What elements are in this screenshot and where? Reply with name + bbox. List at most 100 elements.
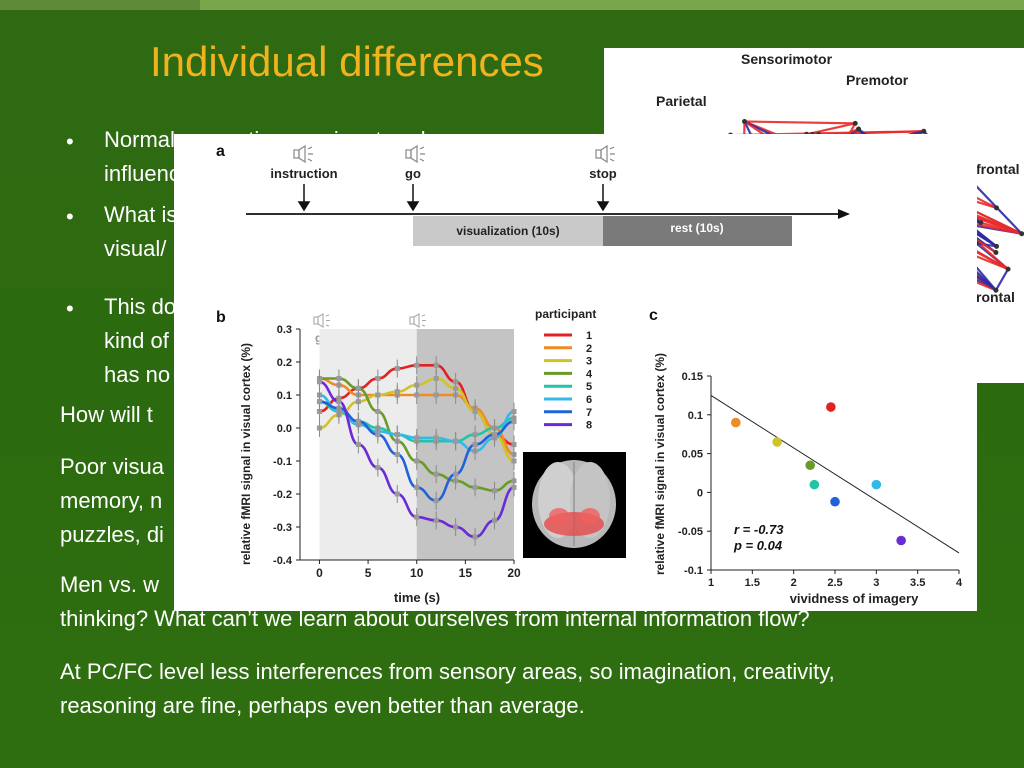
scatter-point-participant-6	[871, 479, 882, 490]
data-point	[414, 514, 420, 520]
network-label-frontal: frontal	[976, 161, 1020, 177]
speaker-icon	[313, 313, 330, 328]
data-point	[472, 442, 478, 447]
regression-line	[710, 394, 960, 554]
panel-c-x-tick-label: 1	[708, 577, 714, 589]
data-point	[355, 399, 361, 405]
panel-b-xlabel: time (s)	[394, 590, 440, 605]
panel-c-y-tick-label: -0.1	[684, 565, 703, 577]
data-point	[472, 534, 478, 540]
panel-b-y-tick-label: -0.4	[273, 555, 293, 567]
bullet-dot: •	[66, 296, 74, 321]
legend-label-1: 1	[586, 330, 592, 342]
top-accent-bar	[0, 0, 1024, 10]
legend-title: participant	[535, 307, 596, 321]
legend-label-4: 4	[586, 368, 593, 380]
data-point	[375, 376, 381, 381]
data-point	[375, 392, 381, 398]
network-node	[994, 243, 1000, 249]
data-point	[511, 484, 517, 490]
legend-label-8: 8	[586, 420, 592, 432]
network-node	[852, 120, 858, 126]
data-point	[511, 458, 517, 464]
data-point	[375, 409, 381, 414]
panel-b-x-tick-label: 10	[410, 566, 424, 580]
data-point	[433, 392, 439, 398]
bullet-3-line-1: This do	[104, 294, 177, 319]
data-point	[355, 418, 361, 424]
panel-b-y-tick-label: 0.1	[277, 390, 292, 402]
panel-c-x-tick-label: 3.5	[910, 577, 925, 589]
panel-c-x-tick-label: 3	[873, 577, 879, 589]
speaker-icon	[405, 144, 425, 164]
data-point	[336, 376, 342, 381]
network-node	[856, 126, 862, 132]
panel-b-y-tick-label: -0.1	[273, 456, 292, 468]
paragraph-2-line-1: Poor visua	[60, 454, 164, 479]
scatter-point-participant-5	[809, 479, 820, 490]
data-point	[394, 432, 400, 438]
network-node	[921, 128, 927, 134]
network-label-parietal: Parietal	[656, 93, 707, 109]
data-point	[316, 409, 322, 414]
data-point	[492, 432, 498, 438]
data-point	[472, 432, 478, 438]
data-point	[414, 435, 420, 441]
timeline-arrowhead	[838, 209, 850, 219]
legend-label-6: 6	[586, 394, 592, 406]
speaker-icon	[293, 144, 313, 164]
network-node	[978, 220, 984, 226]
panel-c-y-tick-label: 0	[697, 487, 703, 499]
network-node	[1019, 231, 1024, 237]
scatter-point-participant-1	[826, 402, 836, 412]
scatter-point-participant-2	[731, 417, 741, 428]
panel-b-y-tick-label: -0.3	[273, 522, 292, 534]
panel-c-plot: 0.15 0.1 0.05 0 -0.05 -0.1 1 1.5 2 2.5 3 3.5 4	[678, 371, 963, 589]
legend-label-3: 3	[586, 356, 592, 368]
data-point	[316, 379, 322, 385]
brain-image	[523, 452, 626, 558]
network-node	[993, 287, 999, 293]
visualization-bar-label: visualization (10s)	[456, 224, 559, 238]
data-point	[414, 362, 420, 368]
panel-c-y-tick-label: -0.05	[678, 526, 703, 538]
network-node	[742, 119, 748, 125]
data-point	[433, 376, 439, 381]
rest-bar	[603, 216, 792, 246]
fmri-figure-svg: a instruction go stop visualization (10s	[216, 143, 963, 606]
network-node	[994, 205, 1000, 211]
paragraph-1-line-1: How will t	[60, 402, 153, 427]
data-point	[355, 385, 361, 391]
bullet-dot: •	[66, 204, 74, 229]
data-point	[394, 389, 400, 395]
data-point	[492, 488, 498, 494]
correlation-r: r = -0.73	[734, 522, 784, 537]
data-point	[414, 392, 420, 398]
data-point	[394, 491, 400, 497]
panel-c-x-tick-label: 2	[791, 577, 797, 589]
data-point	[453, 524, 459, 530]
panel-c-xlabel: vividness of imagery	[790, 591, 919, 606]
data-point	[453, 385, 459, 391]
network-node	[993, 250, 999, 256]
network-label-frontal-2: rontal	[976, 289, 1015, 305]
paragraph-4-line-1: At PC/FC level less interferences from s…	[60, 659, 835, 684]
data-point	[472, 484, 478, 490]
panel-c-y-tick-label: 0.05	[682, 449, 703, 461]
bullet-3-line-3: has no	[104, 362, 171, 387]
panel-a-label: a	[216, 143, 225, 160]
panel-c-ylabel: relative fMRI signal in visual cortex (%…	[653, 353, 667, 575]
data-point	[316, 425, 322, 431]
correlation-p: p = 0.04	[733, 538, 783, 553]
scatter-point-participant-3	[772, 437, 782, 447]
data-point	[375, 432, 381, 438]
data-point	[355, 442, 361, 447]
paragraph-2-line-3: puzzles, di	[60, 522, 164, 547]
panel-c-x-tick-label: 2.5	[827, 577, 842, 589]
legend-label-2: 2	[586, 343, 592, 355]
data-point	[453, 471, 459, 477]
network-label-premotor: Premotor	[846, 72, 909, 88]
panel-c-x-tick-label: 1.5	[745, 577, 760, 589]
paragraph-4-line-2: reasoning are fine, perhaps even better …	[60, 693, 585, 718]
